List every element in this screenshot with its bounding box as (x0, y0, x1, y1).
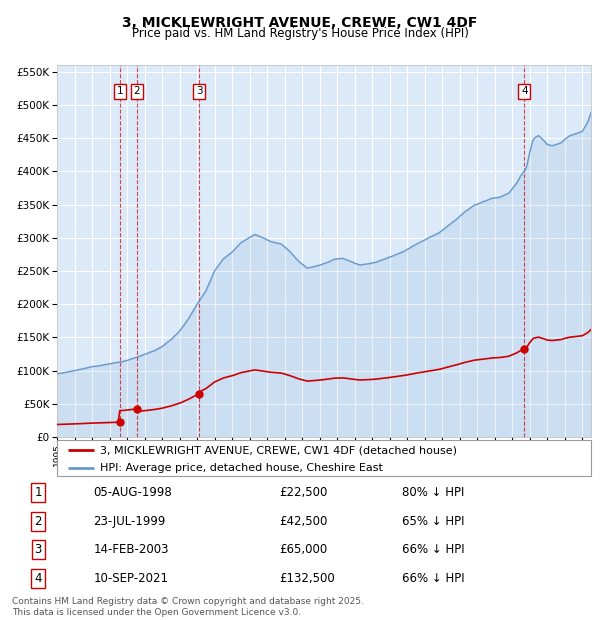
Text: 1: 1 (34, 487, 42, 499)
Text: £22,500: £22,500 (280, 487, 328, 499)
Text: £132,500: £132,500 (280, 572, 335, 585)
Text: 3, MICKLEWRIGHT AVENUE, CREWE, CW1 4DF: 3, MICKLEWRIGHT AVENUE, CREWE, CW1 4DF (122, 16, 478, 30)
Text: 23-JUL-1999: 23-JUL-1999 (94, 515, 166, 528)
Text: 2: 2 (133, 86, 140, 96)
Text: 3: 3 (196, 86, 202, 96)
Text: 80% ↓ HPI: 80% ↓ HPI (402, 487, 464, 499)
Text: 4: 4 (34, 572, 42, 585)
Text: 4: 4 (521, 86, 527, 96)
Text: HPI: Average price, detached house, Cheshire East: HPI: Average price, detached house, Ches… (100, 463, 383, 473)
Text: 3, MICKLEWRIGHT AVENUE, CREWE, CW1 4DF (detached house): 3, MICKLEWRIGHT AVENUE, CREWE, CW1 4DF (… (100, 445, 457, 455)
FancyBboxPatch shape (57, 440, 591, 476)
Text: Price paid vs. HM Land Registry's House Price Index (HPI): Price paid vs. HM Land Registry's House … (131, 27, 469, 40)
Text: 14-FEB-2003: 14-FEB-2003 (94, 544, 169, 556)
Text: 2: 2 (34, 515, 42, 528)
Text: 3: 3 (35, 544, 42, 556)
Text: £42,500: £42,500 (280, 515, 328, 528)
Text: 65% ↓ HPI: 65% ↓ HPI (402, 515, 464, 528)
Text: 66% ↓ HPI: 66% ↓ HPI (402, 572, 464, 585)
Text: £65,000: £65,000 (280, 544, 328, 556)
Text: Contains HM Land Registry data © Crown copyright and database right 2025.
This d: Contains HM Land Registry data © Crown c… (12, 598, 364, 617)
Text: 1: 1 (116, 86, 123, 96)
Text: 66% ↓ HPI: 66% ↓ HPI (402, 544, 464, 556)
Text: 10-SEP-2021: 10-SEP-2021 (94, 572, 169, 585)
Text: 05-AUG-1998: 05-AUG-1998 (94, 487, 172, 499)
